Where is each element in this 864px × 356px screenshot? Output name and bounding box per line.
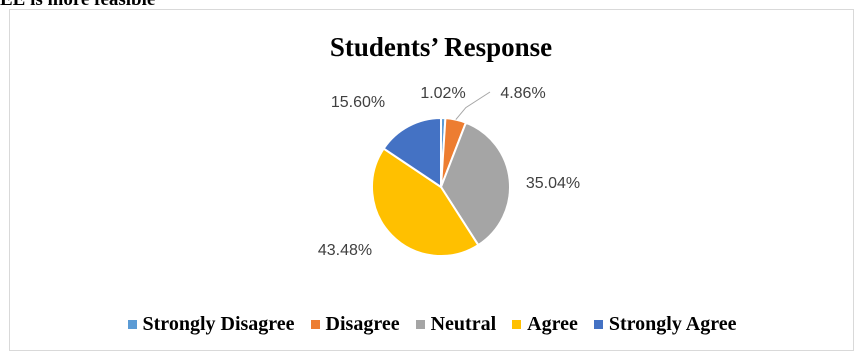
data-label-neutral: 35.04% bbox=[526, 175, 580, 192]
chart-legend: Strongly Disagree Disagree Neutral Agree Str… bbox=[0, 313, 864, 336]
legend-swatch-agree bbox=[512, 320, 522, 329]
legend-label-agree: Agree bbox=[527, 313, 578, 335]
leader-line-disagree bbox=[455, 91, 491, 120]
legend-item-strongly-agree: Strongly Agree bbox=[593, 313, 737, 336]
leader-lines bbox=[455, 91, 491, 120]
legend-label-neutral: Neutral bbox=[430, 313, 497, 335]
legend-label-disagree: Disagree bbox=[325, 313, 400, 335]
legend-item-agree: Agree bbox=[512, 313, 578, 336]
legend-item-disagree: Disagree bbox=[310, 313, 400, 336]
legend-swatch-strongly-disagree bbox=[127, 320, 137, 329]
legend-label-strongly-disagree: Strongly Disagree bbox=[142, 313, 295, 335]
legend-item-neutral: Neutral bbox=[415, 313, 497, 336]
data-label-disagree: 4.86% bbox=[500, 85, 545, 102]
legend-swatch-disagree bbox=[310, 320, 320, 329]
legend-item-strongly-disagree: Strongly Disagree bbox=[127, 313, 295, 336]
data-label-strongly-agree: 15.60% bbox=[331, 94, 385, 111]
legend-label-strongly-agree: Strongly Agree bbox=[608, 313, 737, 335]
legend-swatch-strongly-agree bbox=[593, 320, 603, 329]
pie-slices bbox=[371, 116, 511, 257]
legend-swatch-neutral bbox=[415, 320, 425, 329]
pie-slice-agree bbox=[371, 147, 480, 257]
pie-slice-strongly-agree bbox=[382, 116, 442, 189]
pie-slice-neutral bbox=[439, 121, 511, 247]
chart-title: Students’ Response bbox=[330, 32, 552, 62]
cropped-heading-text: EE is more feasible bbox=[0, 0, 155, 11]
data-label-strongly-disagree: 1.02% bbox=[420, 85, 465, 102]
data-labels: 1.02% 4.86% 35.04% 43.48% 15.60% bbox=[318, 85, 580, 259]
data-label-agree: 43.48% bbox=[318, 242, 372, 259]
